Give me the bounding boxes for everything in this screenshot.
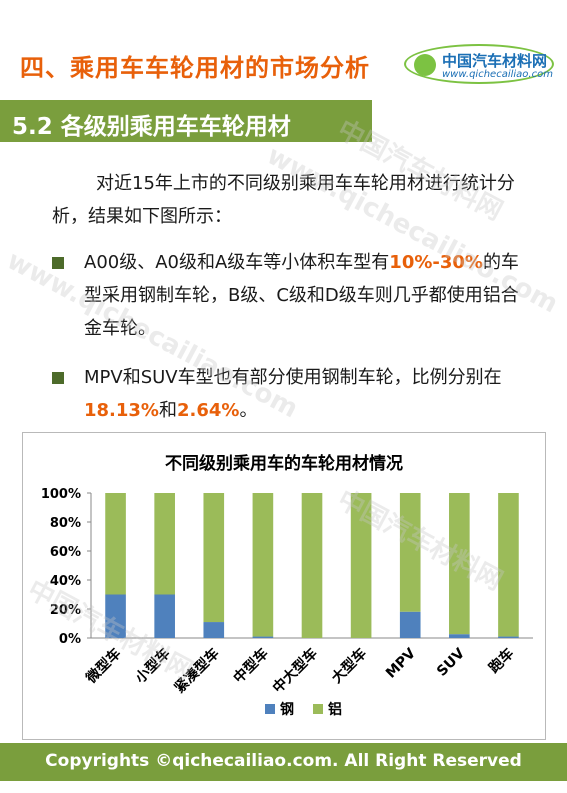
x-tick-label: 紧凑型车 — [171, 645, 223, 697]
legend-swatch — [265, 704, 275, 714]
bullet-1-post: 的车型采用钢制车轮，B级、C级和D级车则几乎都使用铝合金车轮。 — [84, 252, 519, 339]
footer-copyright: Copyrights ©qichecailiao.com. All Right … — [45, 751, 522, 771]
bullet-square-icon — [52, 372, 64, 384]
bar-钢 — [105, 594, 126, 638]
bullet-2-highlight-mpv: 18.13% — [84, 400, 159, 421]
bullet-1-pre: A00级、A0级和A级车等小体积车型有 — [84, 252, 390, 273]
logo-url: www.qichecailiao.com — [442, 69, 553, 80]
y-tick-label: 60% — [50, 545, 81, 560]
bullet-2-mid: 和 — [158, 400, 177, 421]
x-tick-label: 小型车 — [132, 645, 174, 687]
chart-container: 不同级别乘用车的车轮用材情况 0% 20% 40% 60% 80% 100% 微型车 小型车 紧凑… — [22, 432, 546, 740]
bullet-square-icon — [52, 257, 64, 269]
bullet-text-1: A00级、A0级和A级车等小体积车型有10%-30%的车型采用钢制车轮，B级、C… — [84, 246, 524, 345]
bar-铝 — [301, 493, 323, 638]
bar-铝 — [252, 493, 274, 637]
x-tick-label: 大型车 — [328, 645, 370, 687]
bullet-1-highlight: 10%-30% — [389, 252, 483, 273]
x-tick-label: SUV — [434, 645, 468, 679]
chart-svg: 不同级别乘用车的车轮用材情况 0% 20% 40% 60% 80% 100% 微型车 小型车紧凑… — [41, 453, 533, 718]
y-tick-label: 80% — [50, 516, 81, 531]
bullet-2-pre: MPV和SUV车型也有部分使用钢制车轮，比例分别在 — [84, 367, 502, 388]
logo-name: 中国汽车材料网 — [442, 52, 548, 70]
bar-钢 — [252, 636, 274, 638]
x-tick-label: MPV — [383, 645, 419, 681]
bar-钢 — [498, 636, 519, 638]
section-title: 5.2 各级别乘用车车轮用材 — [12, 114, 291, 140]
chart-title: 不同级别乘用车的车轮用材情况 — [165, 453, 403, 474]
bullet-2-highlight-suv: 2.64% — [176, 400, 240, 421]
y-tick-label: 40% — [50, 574, 81, 589]
y-tick-label: 100% — [41, 487, 81, 502]
x-tick-label: 跑车 — [485, 645, 517, 677]
site-logo[interactable]: 中国汽车材料网 www.qichecailiao.com — [404, 38, 562, 88]
intro-paragraph: 对近15年上市的不同级别乘用车车轮用材进行统计分析，结果如下图所示： — [52, 173, 515, 227]
y-tick-label: 20% — [50, 603, 81, 618]
bar-铝 — [449, 493, 470, 635]
logo-globe-icon — [414, 54, 436, 76]
x-tick-label: 中大型车 — [269, 645, 321, 697]
x-tick-label: 中型车 — [230, 645, 272, 687]
legend-swatch — [313, 704, 323, 714]
bar-铝 — [203, 493, 225, 623]
legend-label: 铝 — [328, 701, 342, 718]
bar-钢 — [399, 611, 421, 638]
bullet-text-2: MPV和SUV车型也有部分使用钢制车轮，比例分别在 18.13%和2.64%。 — [84, 361, 524, 427]
bar-铝 — [350, 493, 372, 638]
bar-铝 — [498, 493, 519, 637]
logo-ring-icon — [404, 44, 554, 84]
bar-钢 — [449, 634, 470, 638]
section-bar — [0, 100, 372, 142]
legend-label: 钢 — [280, 701, 294, 718]
bar-钢 — [154, 594, 175, 638]
bar-钢 — [203, 622, 225, 638]
bullet-2-post: 。 — [239, 400, 258, 421]
y-tick-label: 0% — [59, 632, 81, 647]
page-header-title: 四、乘用车车轮用材的市场分析 — [20, 54, 370, 82]
bar-铝 — [399, 493, 421, 612]
bar-铝 — [154, 493, 175, 595]
x-tick-label: 微型车 — [82, 645, 124, 687]
bar-铝 — [105, 493, 126, 595]
footer-bar — [0, 743, 567, 781]
